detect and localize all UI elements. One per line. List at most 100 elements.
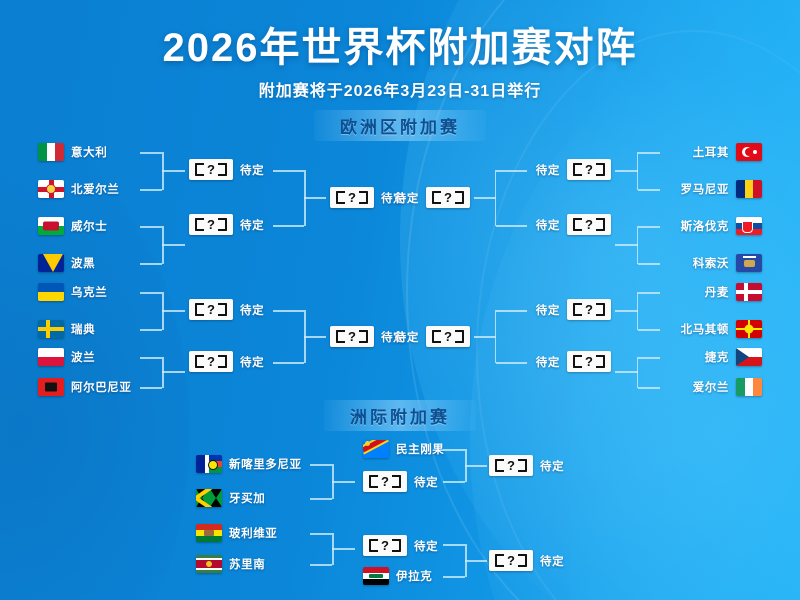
team-row[interactable]: 乌克兰	[38, 283, 107, 301]
team-row[interactable]: 爱尔兰	[693, 378, 762, 396]
connector	[310, 564, 332, 566]
tbd-slot[interactable]: ? 待定	[330, 326, 405, 347]
flag-jamaica	[196, 489, 222, 507]
team-row[interactable]: 波兰	[38, 348, 95, 366]
tbd-label: 待定	[381, 331, 406, 344]
tbd-slot[interactable]: ? 待定	[330, 187, 405, 208]
tbd-slot[interactable]: ? 待定	[395, 326, 470, 347]
connector	[443, 544, 465, 546]
connector	[496, 310, 527, 312]
connector	[638, 152, 660, 154]
connector	[638, 357, 660, 359]
connector	[304, 197, 326, 199]
connector	[496, 170, 527, 172]
question-mark-icon: ?	[567, 159, 611, 180]
team-name: 新喀里多尼亚	[229, 459, 302, 471]
team-row[interactable]: 玻利维亚	[196, 524, 277, 542]
flag-iraq	[363, 567, 389, 585]
team-name: 丹麦	[704, 287, 729, 299]
connector	[443, 576, 465, 578]
connector	[304, 336, 326, 338]
flag-denmark	[736, 283, 762, 301]
tbd-slot[interactable]: ? 待定	[489, 550, 564, 571]
team-row[interactable]: 伊拉克	[363, 567, 432, 585]
flag-suriname	[196, 555, 222, 573]
connector	[615, 310, 638, 312]
tbd-slot[interactable]: ? 待定	[536, 159, 611, 180]
team-row[interactable]: 苏里南	[196, 555, 265, 573]
team-row[interactable]: 土耳其	[693, 143, 762, 161]
question-mark-icon: ?	[489, 455, 533, 476]
tbd-slot[interactable]: ? 待定	[536, 351, 611, 372]
question-mark-icon: ?	[567, 351, 611, 372]
team-row[interactable]: 斯洛伐克	[681, 217, 762, 235]
team-row[interactable]: 威尔士	[38, 217, 107, 235]
team-row[interactable]: 意大利	[38, 143, 107, 161]
team-name: 威尔士	[71, 221, 108, 233]
tbd-slot[interactable]: ? 待定	[189, 299, 264, 320]
team-row[interactable]: 北爱尔兰	[38, 180, 119, 198]
tbd-slot[interactable]: ? 待定	[395, 187, 470, 208]
tbd-label: 待定	[240, 219, 265, 232]
connector	[443, 481, 465, 483]
connector	[140, 152, 162, 154]
section-banner-europe: 欧洲区附加赛	[314, 110, 486, 141]
flag-wales	[38, 217, 64, 235]
team-name: 爱尔兰	[692, 382, 729, 394]
connector	[140, 292, 162, 294]
question-mark-icon: ?	[426, 187, 470, 208]
team-row[interactable]: 捷克	[705, 348, 762, 366]
team-name: 波兰	[71, 352, 96, 364]
team-row[interactable]: 新喀里多尼亚	[196, 455, 302, 473]
team-row[interactable]: 瑞典	[38, 320, 95, 338]
flag-north-macedonia	[736, 320, 762, 338]
tbd-slot[interactable]: ? 待定	[189, 351, 264, 372]
flag-bosnia	[38, 254, 64, 272]
team-row[interactable]: 北马其顿	[681, 320, 762, 338]
connector	[140, 357, 162, 359]
flag-ireland	[736, 378, 762, 396]
question-mark-icon: ?	[189, 351, 233, 372]
connector	[638, 387, 660, 389]
tbd-label: 待定	[535, 164, 560, 177]
tbd-slot[interactable]: ? 待定	[536, 214, 611, 235]
team-name: 斯洛伐克	[680, 221, 729, 233]
connector	[273, 310, 304, 312]
tbd-slot[interactable]: ? 待定	[189, 214, 264, 235]
connector	[140, 226, 162, 228]
tbd-slot[interactable]: ? 待定	[489, 455, 564, 476]
question-mark-icon: ?	[189, 299, 233, 320]
team-row[interactable]: 罗马尼亚	[681, 180, 762, 198]
team-row[interactable]: 科索沃	[693, 254, 762, 272]
tbd-slot[interactable]: ? 待定	[363, 471, 438, 492]
team-name: 瑞典	[71, 324, 96, 336]
tbd-slot[interactable]: ? 待定	[536, 299, 611, 320]
team-row[interactable]: 民主刚果	[363, 440, 444, 458]
connector	[162, 357, 164, 388]
connector	[636, 357, 638, 388]
team-name: 牙买加	[229, 493, 266, 505]
tbd-slot[interactable]: ? 待定	[363, 535, 438, 556]
connector	[140, 189, 162, 191]
question-mark-icon: ?	[567, 214, 611, 235]
team-row[interactable]: 波黑	[38, 254, 95, 272]
team-row[interactable]: 牙买加	[196, 489, 265, 507]
team-row[interactable]: 阿尔巴尼亚	[38, 378, 132, 396]
connector	[465, 465, 487, 467]
connector	[638, 263, 660, 265]
tbd-label: 待定	[535, 304, 560, 317]
tbd-label: 待定	[240, 356, 265, 369]
flag-ukraine	[38, 283, 64, 301]
tbd-slot[interactable]: ? 待定	[189, 159, 264, 180]
tbd-label: 待定	[535, 219, 560, 232]
tbd-label: 待定	[381, 192, 406, 205]
team-name: 苏里南	[229, 559, 266, 571]
connector	[443, 449, 465, 451]
team-name: 波黑	[71, 258, 96, 270]
page-title: 2026年世界杯附加赛对阵	[162, 26, 638, 70]
tbd-label: 待定	[414, 540, 439, 553]
flag-italy	[38, 143, 64, 161]
team-row[interactable]: 丹麦	[705, 283, 762, 301]
team-name: 伊拉克	[396, 571, 433, 583]
